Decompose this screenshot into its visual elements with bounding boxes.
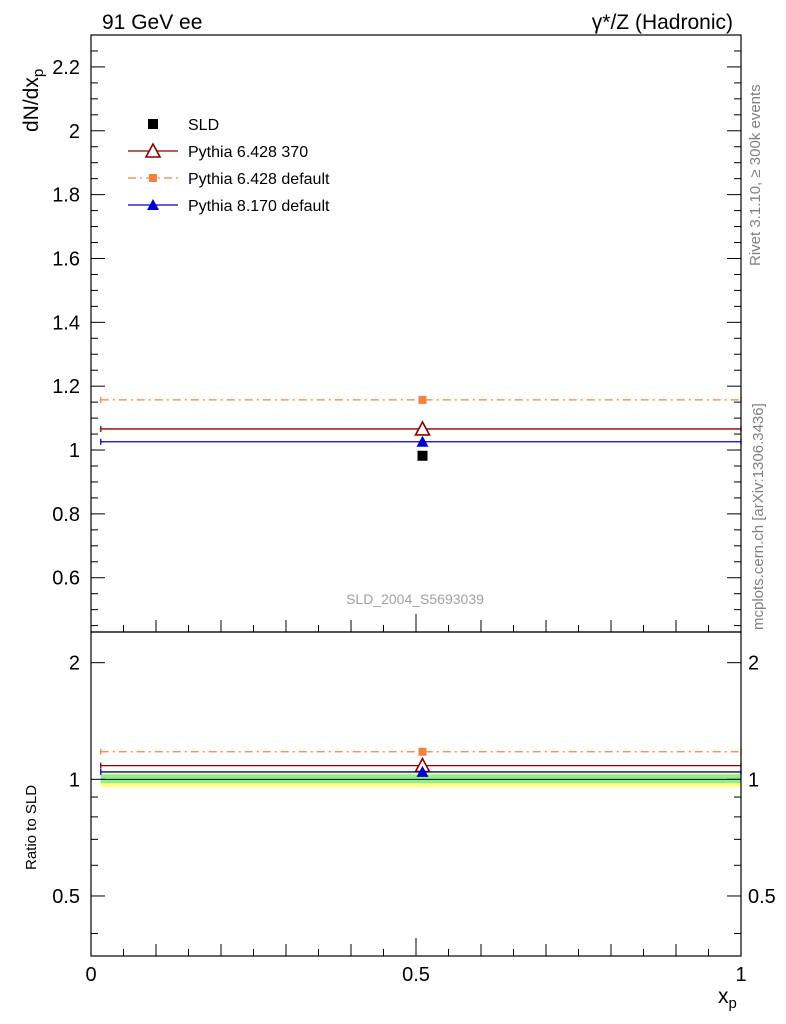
main-series-point: [414, 420, 431, 436]
ratio-series-point: [416, 765, 429, 777]
header-right-title: γ*/Z (Hadronic): [592, 11, 733, 34]
x-label: x: [718, 985, 729, 1008]
main-y-tick-label: 1.6: [52, 248, 80, 270]
svg-text:dN/dxp: dN/dxp: [20, 69, 47, 132]
header-left-title: 91 GeV ee: [102, 11, 202, 34]
ratio-y-tick-label-left: 1: [69, 769, 80, 791]
main-y-tick-label: 1: [69, 440, 80, 462]
ratio-frame: [90, 631, 742, 957]
main-series-point: [418, 395, 427, 404]
ratio-y-tick-label-left: 2: [69, 653, 80, 675]
x-tick-label: 0: [85, 964, 96, 986]
ratio-y-tick-label-left: 0.5: [52, 886, 80, 908]
main-y-tick-label: 2.2: [52, 57, 80, 79]
main-y-tick-label: 0.8: [52, 504, 80, 526]
main-y-tick-label: 0.6: [52, 568, 80, 590]
main-y-axis-label: dN/dxp: [20, 69, 47, 132]
main-series-point: [416, 435, 429, 447]
x-axis-label: xp: [718, 985, 737, 1012]
svg-text:xp: xp: [718, 985, 737, 1012]
legend-label: SLD: [188, 117, 219, 134]
x-tick-label: 0.5: [402, 964, 430, 986]
legend: SLD Pythia 6.428 370 Pythia 6.428 default P…: [128, 117, 330, 215]
ratio-y-axis-label: Ratio to SLD: [23, 785, 40, 870]
main-ticks: 0.6 0.8 1 1.2 1.4 1.6 1.8 2 2.2: [52, 34, 742, 632]
x-tick-label: 1: [735, 964, 746, 986]
main-series-point: [417, 450, 428, 461]
main-series: [100, 395, 742, 461]
legend-marker: [147, 199, 159, 210]
x-label-sub: p: [729, 995, 737, 1012]
ratio-bands: [100, 771, 741, 788]
main-y-tick-label: 1.8: [52, 185, 80, 207]
ratio-y-tick-label-right: 0.5: [748, 886, 776, 908]
main-y-tick-label: 1.4: [52, 312, 80, 334]
legend-marker: [144, 142, 162, 158]
legend-marker: [149, 174, 157, 182]
main-y-label-sub: p: [30, 69, 47, 77]
legend-label: Pythia 6.428 default: [188, 171, 330, 188]
uncertainty-band: [100, 774, 741, 784]
ratio-ticks: 0 0.5 1 0.5 0.5 1 1 2 2: [52, 653, 776, 986]
ratio-y-tick-label-right: 2: [748, 653, 759, 675]
ratio-series-point: [418, 747, 427, 756]
main-y-tick-label: 2: [69, 121, 80, 143]
ratio-y-tick-label-right: 1: [748, 769, 759, 791]
analysis-watermark: SLD_2004_S5693039: [346, 591, 484, 607]
legend-marker: [148, 119, 158, 129]
legend-label: Pythia 6.428 370: [188, 144, 308, 161]
main-y-label: dN/dx: [20, 77, 43, 132]
legend-label: Pythia 8.170 default: [188, 198, 330, 215]
mcplots-label: mcplots.cern.ch [arXiv:1306.3436]: [750, 403, 767, 630]
main-y-tick-label: 1.2: [52, 376, 80, 398]
rivet-label: Rivet 3.1.10, ≥ 300k events: [747, 84, 764, 266]
